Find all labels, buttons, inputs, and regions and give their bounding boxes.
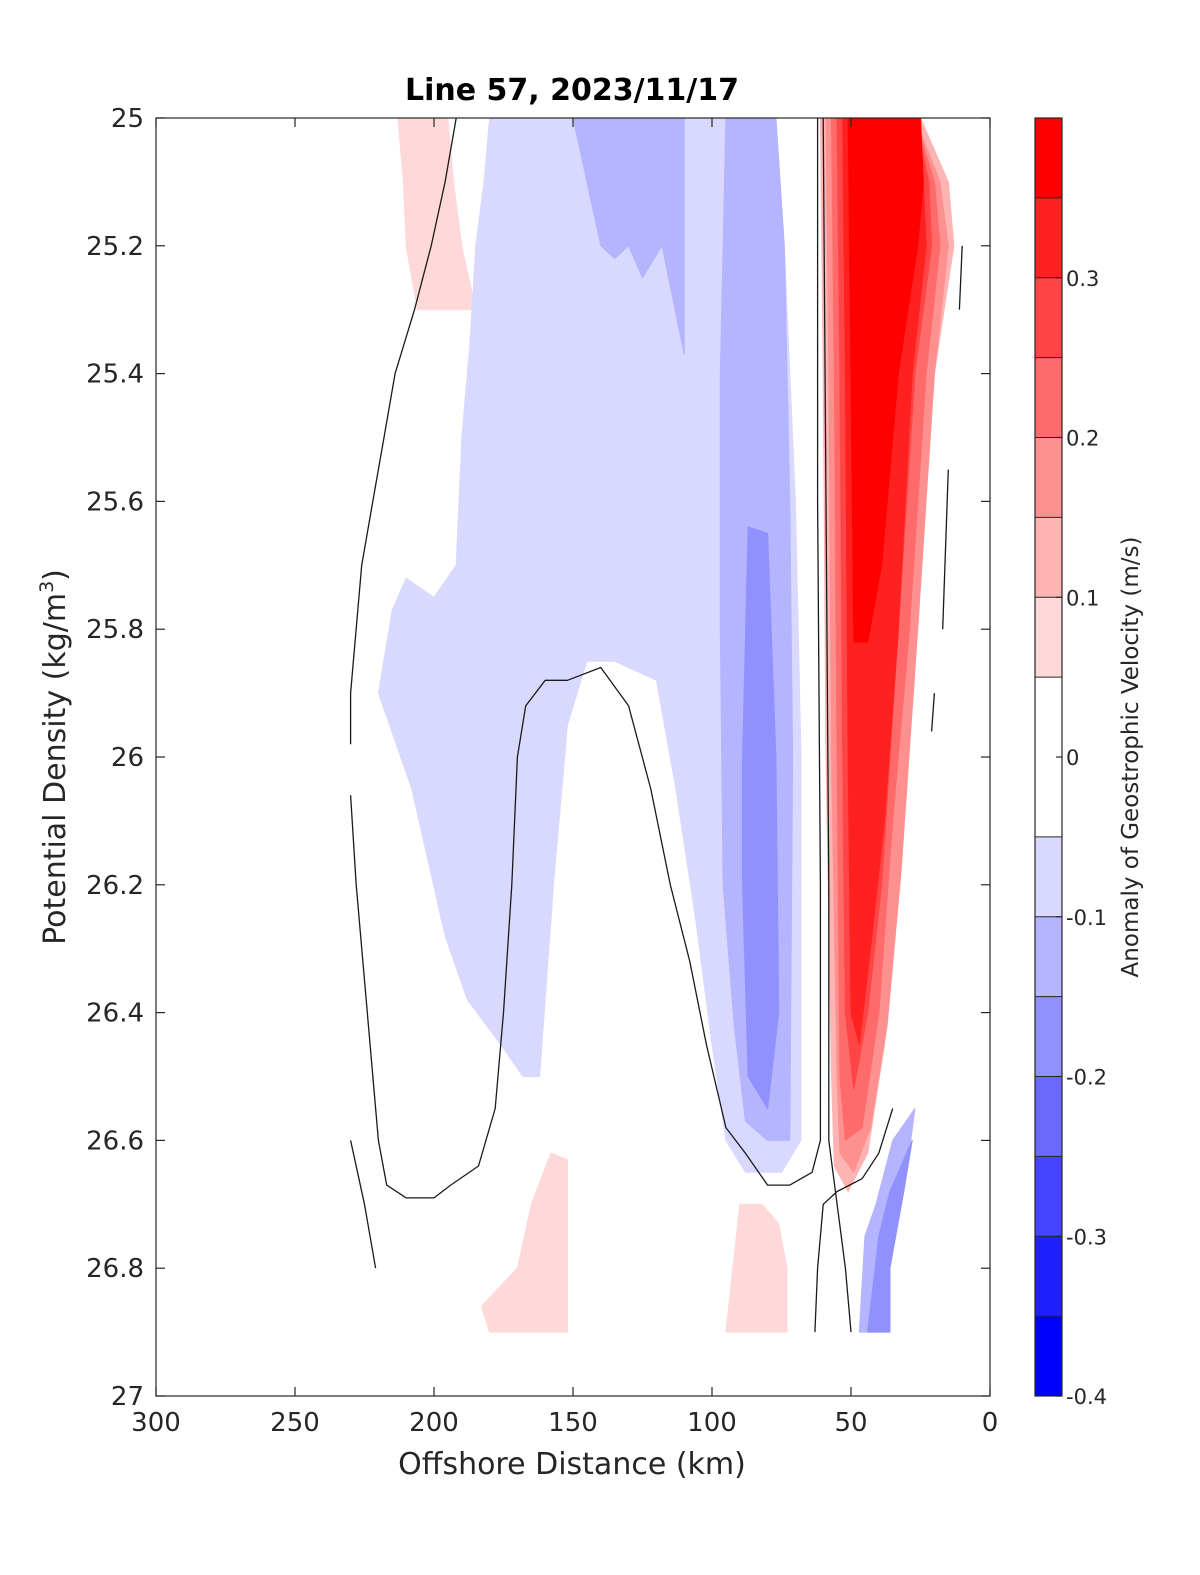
y-tick-label: 25.2 [86,232,144,262]
x-tick-label: 300 [131,1408,181,1438]
x-tick-label: 50 [834,1408,867,1438]
zero-contour-5 [958,245,963,310]
colorbar-band [1035,357,1062,438]
zero-contour-2 [822,118,852,1333]
y-axis-label-superscript: 3 [36,581,58,593]
colorbar-tick-label: 0 [1066,746,1079,770]
colorbar-ticks: -0.4 -0.3 -0.2 -0.1 0 0.1 0.2 0.3 [1056,267,1107,1409]
colorbar-band [1035,996,1062,1077]
contour-fill-regions [377,118,955,1333]
x-tick-label: 150 [548,1408,598,1438]
colorbar-band [1035,1236,1062,1317]
colorbar-band [1035,597,1062,678]
colorbar-band [1035,197,1062,278]
colorbar: -0.4 -0.3 -0.2 -0.1 0 0.1 0.2 0.3 Anomaly of Ge… [1034,117,1144,1409]
y-tick-label: 25 [111,104,144,134]
y-axis-ticks: 25 25.2 25.4 25.6 25.8 26 26.2 26.4 26.6 26.8 27 [86,104,990,1412]
zero-contour-1 [349,118,822,1199]
x-tick-label: 100 [687,1408,737,1438]
contour-region-2 [725,1203,788,1333]
zero-contour-4 [349,1140,377,1269]
x-axis-label: Offshore Distance (km) [398,1447,746,1482]
x-axis-ticks: 300 250 200 150 100 50 0 [131,118,998,1438]
y-tick-label: 26.8 [86,1254,144,1284]
colorbar-band [1035,437,1062,518]
x-tick-label: 250 [270,1408,320,1438]
contour-region-4 [572,118,685,355]
x-tick-label: 0 [982,1408,999,1438]
zero-contour-7 [930,693,936,732]
y-axis-label-close: ) [38,569,73,581]
y-axis-label: Potential Density (kg/m3) [36,569,73,945]
y-tick-label: 25.4 [86,360,144,390]
colorbar-band [1035,1076,1062,1157]
contour-region-14 [847,118,924,643]
colorbar-tick-label: 0.2 [1066,427,1099,451]
y-tick-label: 25.6 [86,487,144,517]
zero-contour-0 [349,118,457,745]
colorbar-tick-label: -0.4 [1066,1385,1107,1409]
colorbar-tick-label: -0.2 [1066,1066,1107,1090]
y-axis-label-main: Potential Density (kg/m [38,593,73,945]
colorbar-tick-label: 0.3 [1066,267,1099,291]
colorbar-band [1035,277,1062,358]
colorbar-tick-label: -0.3 [1066,1225,1107,1249]
y-tick-label: 27 [111,1382,144,1412]
x-tick-label: 200 [409,1408,459,1438]
colorbar-band [1035,1156,1062,1237]
zero-contour-lines [349,118,963,1333]
colorbar-band [1035,836,1062,917]
y-tick-label: 26.4 [86,999,144,1029]
zero-contour-3 [814,1108,894,1333]
colorbar-label: Anomaly of Geostrophic Velocity (m/s) [1118,537,1144,978]
colorbar-band [1035,916,1062,997]
contour-region-3 [377,118,802,1173]
colorbar-bands [1035,118,1062,1396]
y-tick-label: 26 [111,743,144,773]
colorbar-tick-label: 0.1 [1066,586,1099,610]
y-tick-label: 25.8 [86,615,144,645]
colorbar-band [1035,517,1062,598]
colorbar-tick-label: -0.1 [1066,906,1107,930]
colorbar-band [1035,1316,1062,1396]
zero-contour-6 [942,469,949,630]
contour-region-1 [480,1152,568,1333]
contour-region-8 [867,1139,913,1333]
y-tick-label: 26.2 [86,871,144,901]
colorbar-band [1035,118,1062,198]
y-tick-label: 26.6 [86,1126,144,1156]
chart-title: Line 57, 2023/11/17 [405,73,739,108]
plot-area: 300 250 200 150 100 50 0 2525.225.425.625.8262… [86,104,998,1438]
contour-region-6 [742,526,780,1109]
